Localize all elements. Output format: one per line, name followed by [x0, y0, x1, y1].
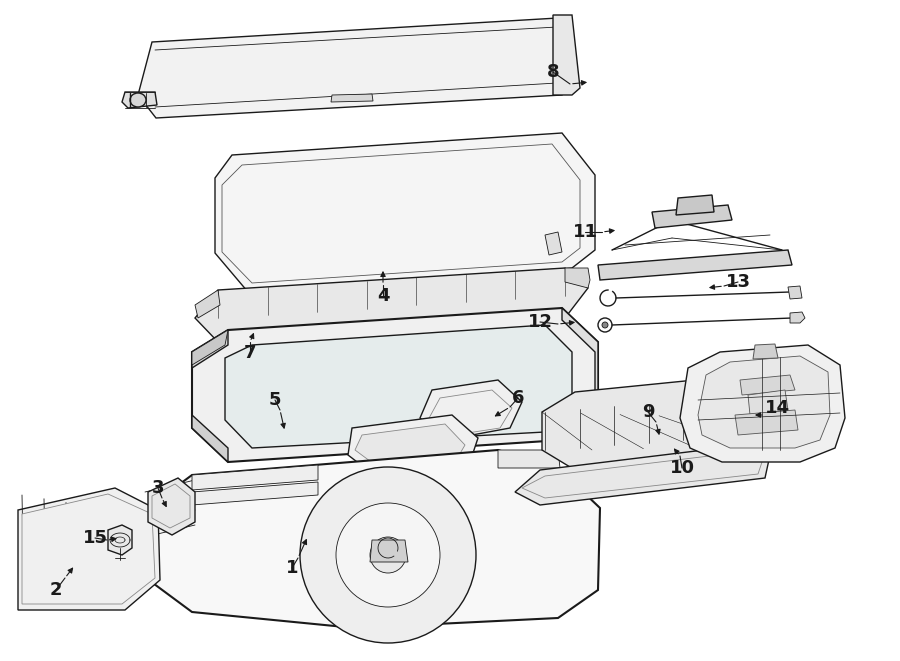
Polygon shape [753, 344, 778, 359]
Polygon shape [748, 390, 788, 415]
Polygon shape [522, 452, 762, 498]
Polygon shape [545, 232, 562, 255]
Polygon shape [652, 205, 732, 228]
Polygon shape [108, 525, 132, 555]
Text: 4: 4 [377, 287, 389, 305]
Polygon shape [138, 450, 600, 628]
Polygon shape [562, 308, 598, 440]
Polygon shape [498, 450, 560, 468]
Polygon shape [192, 415, 228, 462]
Text: 14: 14 [764, 399, 789, 417]
Text: 5: 5 [269, 391, 281, 409]
Circle shape [370, 537, 406, 573]
Ellipse shape [130, 93, 146, 107]
Text: 1: 1 [286, 559, 298, 577]
Text: 10: 10 [670, 459, 695, 477]
Polygon shape [698, 356, 830, 448]
Polygon shape [192, 465, 318, 490]
Polygon shape [148, 478, 195, 535]
Circle shape [602, 322, 608, 328]
Polygon shape [192, 482, 318, 505]
Circle shape [300, 467, 476, 643]
Polygon shape [788, 286, 802, 299]
Polygon shape [192, 308, 598, 462]
Polygon shape [598, 250, 792, 280]
Polygon shape [420, 380, 522, 440]
Polygon shape [515, 445, 770, 505]
Polygon shape [192, 330, 228, 368]
Polygon shape [428, 390, 512, 436]
Polygon shape [195, 290, 220, 318]
Circle shape [336, 503, 440, 607]
Polygon shape [22, 494, 155, 604]
Text: 8: 8 [546, 63, 559, 81]
Circle shape [598, 318, 612, 332]
Polygon shape [735, 410, 798, 435]
Polygon shape [222, 144, 580, 283]
Polygon shape [122, 92, 157, 108]
Text: 7: 7 [244, 344, 256, 362]
Polygon shape [370, 540, 408, 562]
Polygon shape [740, 375, 795, 395]
Polygon shape [215, 133, 595, 292]
Text: 6: 6 [512, 389, 524, 407]
Polygon shape [676, 195, 714, 215]
Polygon shape [553, 15, 580, 95]
Polygon shape [18, 488, 160, 610]
Polygon shape [152, 484, 190, 528]
Polygon shape [790, 312, 805, 323]
Polygon shape [192, 330, 228, 365]
Text: 15: 15 [83, 529, 107, 547]
Polygon shape [138, 18, 572, 118]
Text: 2: 2 [50, 581, 62, 599]
Text: 13: 13 [725, 273, 751, 291]
Polygon shape [225, 325, 572, 448]
Polygon shape [355, 424, 465, 470]
Text: 3: 3 [152, 479, 164, 497]
Polygon shape [195, 268, 588, 342]
Polygon shape [331, 94, 373, 102]
Text: 12: 12 [527, 313, 553, 331]
Text: 11: 11 [572, 223, 598, 241]
Polygon shape [542, 378, 748, 470]
Polygon shape [348, 415, 478, 478]
Polygon shape [680, 345, 845, 462]
Polygon shape [565, 268, 590, 288]
Text: 9: 9 [642, 403, 654, 421]
